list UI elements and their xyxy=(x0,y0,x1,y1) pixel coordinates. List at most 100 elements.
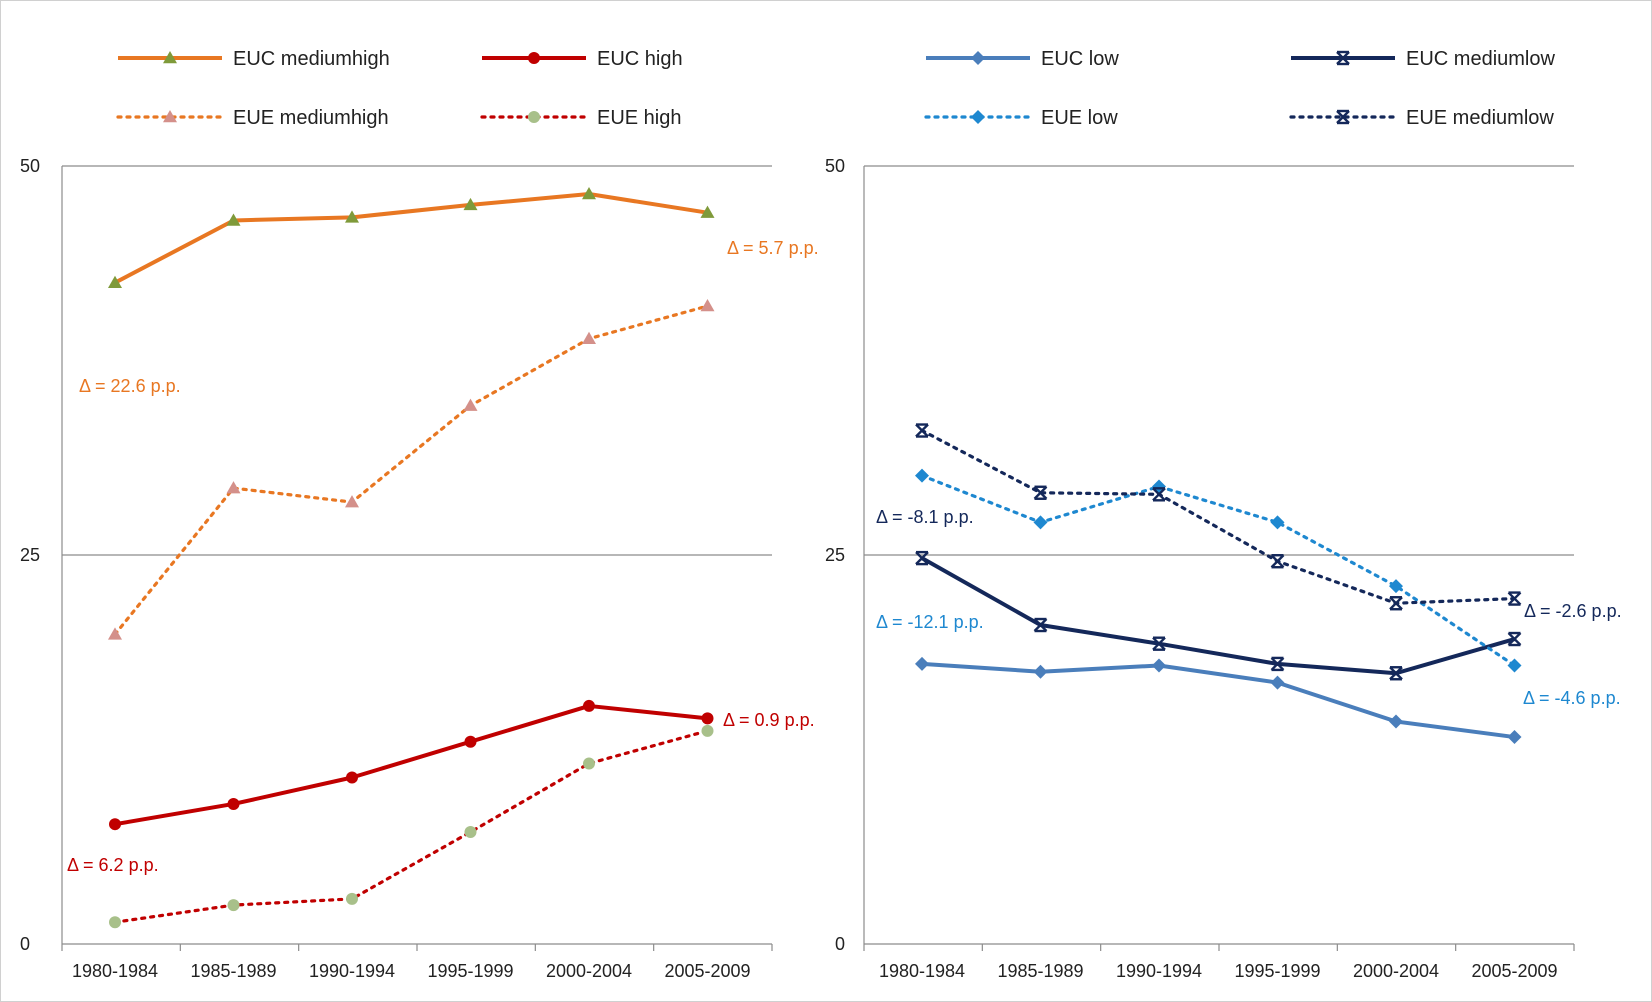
y-tick-label: 50 xyxy=(825,156,845,176)
delta-annotation: Δ = 22.6 p.p. xyxy=(79,376,181,396)
legend-marker xyxy=(1336,109,1350,125)
x-tick-label: 1985-1989 xyxy=(190,961,276,981)
series-euc-high xyxy=(109,699,714,831)
x-tick-label: 2000-2004 xyxy=(546,961,632,981)
data-point-euc-mediumlow xyxy=(1270,656,1285,672)
data-point-eue-low xyxy=(915,468,929,483)
legend-marker xyxy=(163,51,177,64)
data-point-euc-low xyxy=(1389,714,1403,729)
x-tick-label: 1995-1999 xyxy=(1234,961,1320,981)
series-eue-mediumlow xyxy=(915,423,1522,611)
x-tick-label: 1985-1989 xyxy=(997,961,1083,981)
series-euc-mediumhigh xyxy=(108,187,715,288)
series-line-eue-low xyxy=(920,474,1517,668)
legend-item-euc-low: EUC low xyxy=(926,48,1119,70)
legend-marker xyxy=(528,111,540,123)
delta-annotation: Δ = -12.1 p.p. xyxy=(876,612,984,632)
y-tick-label: 0 xyxy=(835,934,845,954)
legend-item-eue-low: EUE low xyxy=(924,107,1118,129)
y-tick-label: 50 xyxy=(20,156,40,176)
data-point-eue-mediumlow xyxy=(1152,487,1166,502)
data-point-eue-mediumhigh xyxy=(700,299,715,312)
legend-marker xyxy=(971,110,985,124)
delta-annotation: Δ = 6.2 p.p. xyxy=(67,855,159,875)
legend-item-eue-mediumlow: EUE mediumlow xyxy=(1289,107,1554,129)
legend-marker-stroke xyxy=(1336,110,1350,124)
legend-label: EUE mediumhigh xyxy=(233,107,389,129)
legend-item-eue-high: EUE high xyxy=(480,107,682,129)
data-point-euc-mediumlow xyxy=(1033,617,1048,633)
x-tick-label: 2005-2009 xyxy=(664,961,750,981)
data-point-euc-low xyxy=(915,656,929,671)
delta-annotation: Δ = -8.1 p.p. xyxy=(876,507,974,527)
data-point-eue-mediumlow xyxy=(915,423,929,438)
data-point-euc-mediumlow-stroke xyxy=(1270,657,1285,671)
data-point-eue-mediumlow-stroke xyxy=(1270,554,1285,569)
y-tick-label: 25 xyxy=(825,545,845,565)
series-line-euc-high xyxy=(114,703,708,827)
data-point-euc-mediumlow xyxy=(1389,666,1403,681)
delta-annotation: Δ = -2.6 p.p. xyxy=(1524,601,1622,621)
data-point-eue-high xyxy=(464,825,477,838)
legend-label: EUC high xyxy=(597,48,683,70)
data-point-eue-mediumlow xyxy=(1507,591,1522,606)
data-point-euc-low xyxy=(1270,675,1285,690)
data-point-eue-mediumhigh xyxy=(582,331,596,344)
legend-label: EUE low xyxy=(1041,107,1118,129)
data-point-euc-mediumlow-stroke xyxy=(1507,632,1522,646)
data-point-euc-high xyxy=(464,735,477,748)
data-point-eue-high xyxy=(583,757,595,770)
data-point-euc-mediumlow-stroke xyxy=(1152,636,1166,651)
data-point-euc-high xyxy=(583,699,595,712)
data-point-euc-mediumhigh xyxy=(582,187,596,200)
data-point-eue-low xyxy=(1389,579,1403,594)
legend-marker xyxy=(971,51,985,65)
data-point-eue-high xyxy=(701,724,714,737)
legend-marker xyxy=(1336,50,1350,66)
data-point-euc-mediumlow xyxy=(1152,636,1166,651)
x-tick-label: 1990-1994 xyxy=(309,961,395,981)
data-point-euc-high xyxy=(109,818,121,831)
data-point-eue-mediumlow xyxy=(1033,485,1048,500)
legend-label: EUC low xyxy=(1041,48,1119,70)
delta-annotation: Δ = 0.9 p.p. xyxy=(723,710,815,730)
data-point-eue-high xyxy=(109,916,121,929)
data-point-eue-mediumhigh xyxy=(226,481,241,494)
data-point-eue-mediumhigh xyxy=(108,627,122,640)
data-point-euc-mediumlow-stroke xyxy=(1389,666,1403,681)
series-line-euc-low xyxy=(921,661,1515,740)
y-tick-label: 0 xyxy=(20,934,30,954)
data-point-eue-low xyxy=(1507,658,1522,673)
series-line-eue-mediumhigh xyxy=(113,304,710,636)
data-point-euc-low xyxy=(1507,730,1522,745)
data-point-eue-mediumlow-stroke xyxy=(915,423,929,438)
data-point-eue-mediumlow-stroke xyxy=(1389,596,1403,611)
legend-label: EUC mediumhigh xyxy=(233,48,390,70)
series-line-eue-mediumlow xyxy=(920,428,1517,605)
data-point-euc-mediumlow-stroke xyxy=(915,551,929,565)
chart-panel-1: 0 25 50 1980-1984 1985-1989 1990-1994 1995-199… xyxy=(20,48,819,981)
data-point-euc-mediumhigh xyxy=(108,275,122,288)
x-tick-label: 2005-2009 xyxy=(1471,961,1557,981)
x-tick-label: 2000-2004 xyxy=(1353,961,1439,981)
data-point-euc-mediumlow xyxy=(915,550,929,566)
data-point-eue-mediumlow xyxy=(1389,596,1403,611)
data-point-euc-mediumlow xyxy=(1507,631,1522,647)
data-point-eue-high xyxy=(227,899,240,912)
series-eue-high xyxy=(109,724,714,929)
data-point-euc-mediumhigh xyxy=(463,197,478,211)
delta-annotation: Δ = -4.6 p.p. xyxy=(1523,688,1621,708)
data-point-eue-mediumlow-stroke xyxy=(1152,487,1166,502)
legend-item-eue-mediumhigh: EUE mediumhigh xyxy=(116,107,389,129)
data-point-euc-mediumhigh xyxy=(345,210,359,223)
legend-marker xyxy=(163,110,177,123)
data-point-euc-low xyxy=(1033,664,1048,679)
series-eue-mediumhigh xyxy=(108,299,715,640)
x-tick-label: 1980-1984 xyxy=(879,961,965,981)
data-point-euc-high xyxy=(227,797,240,810)
legend-label: EUE high xyxy=(597,107,682,129)
data-point-eue-mediumhigh xyxy=(345,495,359,508)
